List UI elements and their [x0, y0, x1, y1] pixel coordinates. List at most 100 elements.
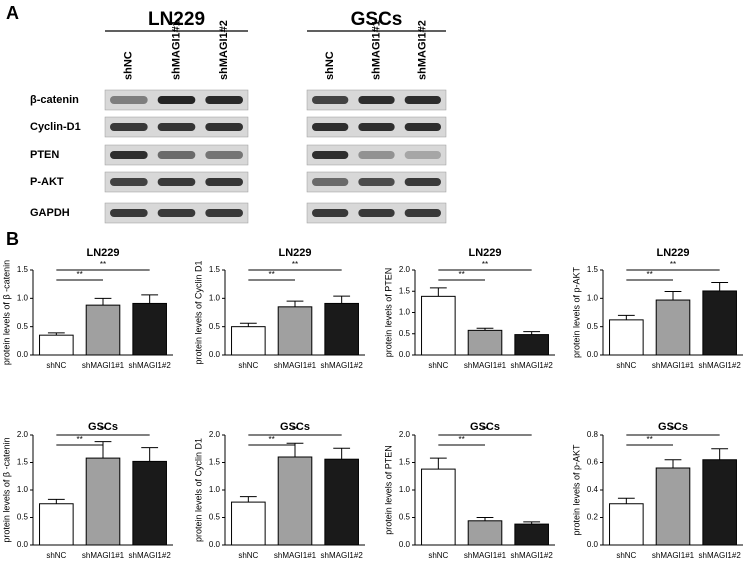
blot-band — [358, 151, 395, 159]
blot-band — [312, 209, 349, 217]
significance-label: ** — [269, 435, 275, 444]
blot-band — [110, 96, 148, 104]
significance-label: ** — [459, 270, 465, 279]
blot-band — [205, 151, 243, 159]
panel-label: A — [6, 3, 19, 23]
blot-band — [157, 209, 196, 217]
y-tick-label: 1.5 — [399, 458, 411, 467]
bar — [85, 457, 121, 546]
y-tick-label: 1.0 — [17, 485, 29, 494]
x-tick-label: shNC — [238, 361, 258, 370]
bar — [324, 302, 359, 356]
y-tick-label: 1.5 — [17, 265, 29, 274]
y-tick-label: 0.5 — [399, 329, 411, 338]
lane-label: shNC — [123, 51, 135, 80]
y-tick-label: 1.0 — [209, 485, 221, 494]
blot-band — [205, 123, 243, 131]
y-axis-label: protein levels of β -catenin — [1, 260, 11, 365]
significance-label: ** — [482, 260, 488, 269]
bar — [324, 458, 359, 546]
lane-label: shMAGI1#2 — [218, 20, 230, 80]
y-axis-label: protein levels of p-AKT — [571, 266, 581, 358]
significance-label: ** — [647, 270, 653, 279]
x-tick-label: shNC — [428, 551, 448, 560]
x-tick-label: shMAGI1#1 — [464, 551, 507, 560]
blot-band — [110, 178, 148, 186]
blot-band — [404, 96, 441, 104]
x-tick-label: shMAGI1#1 — [274, 361, 317, 370]
bar — [655, 467, 691, 546]
x-tick-label: shMAGI1#2 — [129, 551, 172, 560]
blot-group-title: GSCs — [351, 9, 403, 30]
y-tick-label: 0.0 — [17, 350, 29, 359]
y-tick-label: 2.0 — [399, 430, 411, 439]
x-tick-label: shMAGI1#1 — [82, 361, 125, 370]
blot-band — [404, 209, 441, 217]
significance-label: ** — [482, 425, 488, 434]
y-tick-label: 1.5 — [399, 286, 411, 295]
chart-title: GSCs — [470, 421, 500, 433]
blot-band — [358, 209, 395, 217]
y-tick-label: 0.0 — [399, 350, 411, 359]
x-tick-label: shMAGI1#1 — [464, 361, 507, 370]
blot-band — [205, 96, 243, 104]
bar — [467, 520, 503, 546]
chart-title: LN229 — [656, 247, 689, 259]
y-axis-label: protein levels of PTEN — [383, 445, 393, 535]
bar — [132, 302, 167, 356]
y-tick-label: 0.6 — [587, 458, 599, 467]
blot-band — [312, 178, 349, 186]
y-tick-label: 0.5 — [587, 322, 599, 331]
blot-band — [157, 151, 196, 159]
panel-label: B — [6, 229, 19, 249]
bar — [655, 299, 691, 356]
bar — [609, 503, 644, 546]
y-tick-label: 1.0 — [587, 293, 599, 302]
blot-band — [404, 123, 441, 131]
bar — [467, 329, 503, 356]
y-tick-label: 0.0 — [209, 540, 221, 549]
bar — [421, 295, 456, 356]
blot-band — [358, 123, 395, 131]
bar — [277, 456, 313, 546]
x-tick-label: shNC — [46, 551, 66, 560]
x-tick-label: shNC — [428, 361, 448, 370]
y-tick-label: 0.0 — [209, 350, 221, 359]
y-tick-label: 1.0 — [17, 293, 29, 302]
bar — [421, 468, 456, 546]
blot-band — [358, 96, 395, 104]
x-tick-label: shMAGI1#2 — [321, 361, 364, 370]
significance-label: ** — [77, 270, 83, 279]
chart-title: GSCs — [658, 421, 688, 433]
blot-band — [157, 96, 196, 104]
bar — [277, 306, 313, 356]
bar — [39, 334, 74, 356]
protein-label: GAPDH — [30, 207, 70, 219]
protein-label: P-AKT — [30, 176, 64, 188]
bar — [132, 460, 167, 546]
bar — [231, 326, 266, 356]
significance-label: ** — [670, 425, 676, 434]
blot-band — [404, 151, 441, 159]
significance-label: ** — [670, 260, 676, 269]
y-axis-label: protein levels of Cyclin D1 — [193, 260, 203, 364]
x-tick-label: shMAGI1#2 — [511, 551, 554, 560]
chart-title: GSCs — [280, 421, 310, 433]
y-tick-label: 0.5 — [209, 322, 221, 331]
bar — [39, 503, 74, 546]
protein-label: Cyclin-D1 — [30, 121, 81, 133]
x-tick-label: shNC — [46, 361, 66, 370]
y-tick-label: 0.4 — [587, 485, 599, 494]
blot-band — [358, 178, 395, 186]
y-tick-label: 0.8 — [587, 430, 599, 439]
x-tick-label: shMAGI1#1 — [274, 551, 317, 560]
blot-band — [312, 96, 349, 104]
y-tick-label: 1.5 — [587, 265, 599, 274]
y-tick-label: 0.5 — [17, 322, 29, 331]
lane-label: shMAGI1#2 — [417, 20, 429, 80]
bar — [514, 523, 549, 546]
x-tick-label: shNC — [616, 361, 636, 370]
y-tick-label: 1.0 — [399, 485, 411, 494]
x-tick-label: shMAGI1#1 — [652, 361, 695, 370]
y-tick-label: 1.0 — [399, 308, 411, 317]
